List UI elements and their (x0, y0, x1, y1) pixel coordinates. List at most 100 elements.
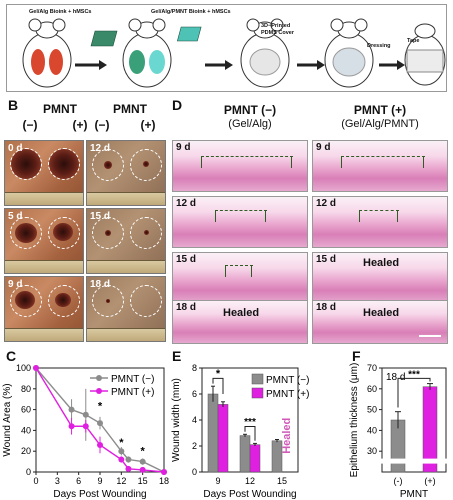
significance-bracket (397, 377, 431, 408)
panel-label-d: D (172, 97, 183, 113)
significance-marker: *** (408, 369, 420, 380)
chart-c: 0 20 40 60 80 100 0 3 6 9 12 15 18 Days Post Wounding… (2, 363, 169, 500)
pos-label: (+) (140, 118, 156, 132)
x-tick-label: 12 (245, 476, 255, 486)
ruler (87, 192, 165, 205)
chart-f: 30 40 50 60 70 18 d (-) (+) *** PMNT Epithelium th… (349, 363, 450, 500)
data-point (82, 411, 89, 418)
day-label: 18 d (176, 302, 197, 313)
x-tick-label: 18 (159, 476, 169, 486)
step-label: Tape (407, 38, 420, 44)
significance-marker: *** (244, 417, 256, 428)
healed-label: Healed (281, 418, 293, 454)
legend-label: PMNT (−) (266, 375, 309, 386)
data-point (68, 406, 75, 413)
col-subtitle: (Gel/Alg) (228, 118, 272, 130)
legend-marker (96, 388, 102, 394)
y-tick-label: 40 (367, 425, 377, 435)
x-axis-label: Days Post Wounding (203, 489, 296, 500)
histology-image: 9 d (172, 140, 308, 192)
y-tick-label: 0 (26, 467, 31, 477)
data-point (97, 420, 103, 427)
step-label: Gel/Alg/PMNT Bioink + hMSCs (151, 9, 231, 15)
step-label: Gel/Alg Bioink + hMSCs (29, 9, 92, 15)
col-subtitle: (Gel/Alg/PMNT) (341, 118, 419, 130)
pmnt-header: PMNT (43, 102, 77, 116)
mouse-icon (22, 18, 72, 88)
day-label: 15 d (90, 211, 111, 222)
y-tick-label: 70 (367, 363, 377, 373)
y-tick-label: 60 (367, 384, 377, 394)
scale-bar (419, 335, 441, 337)
day-label: 15 d (176, 254, 197, 265)
legend-label: PMNT (−) (111, 374, 154, 385)
day-label: 5 d (8, 211, 23, 222)
data-point (33, 365, 39, 371)
significance-marker: * (98, 401, 103, 413)
y-axis-label: Epithelium thickness (μm) (349, 363, 360, 478)
y-tick-label: 8 (192, 363, 197, 373)
y-tick-label: 100 (16, 363, 31, 373)
histology-image: 12 d (172, 196, 308, 248)
data-point (68, 423, 75, 430)
data-point (118, 448, 125, 455)
y-tick-label: 20 (21, 446, 31, 456)
pmnt-header: PMNT (113, 102, 147, 116)
day-label: 12 d (90, 143, 111, 154)
x-tick-label: 9 (215, 476, 220, 486)
legend-label: PMNT (+) (111, 387, 154, 398)
day-label: 9 d (176, 142, 191, 153)
y-tick-label: 30 (367, 446, 377, 456)
y-axis-label: Wound Area (%) (2, 383, 13, 456)
ruler (87, 260, 165, 273)
panel-label-e: E (172, 348, 182, 364)
day-label: 12 d (176, 198, 197, 209)
scaffold-icon (90, 26, 202, 47)
mouse-icon (122, 18, 172, 88)
wound-photo: 12 d (86, 140, 166, 206)
significance-marker: * (119, 437, 124, 449)
x-tick-label: 6 (76, 476, 81, 486)
y-tick-label: 80 (21, 384, 31, 394)
x-tick-label: 0 (33, 476, 38, 486)
col-title: PMNT (+) (353, 103, 407, 117)
x-tick-label: 3 (55, 476, 60, 486)
day-label: 18 d (316, 302, 337, 313)
significance-bracket (212, 377, 224, 394)
data-point (125, 465, 132, 472)
histology-image: 9 d (312, 140, 448, 192)
chart-title: 18 d (386, 372, 405, 383)
panel-a-schematic: Gel/Alg Bioink + hMSCs Gel/Alg/PMNT Bioi… (6, 4, 447, 92)
ruler (5, 260, 83, 273)
x-tick-label: (-) (394, 476, 403, 486)
mouse-icon (404, 23, 446, 86)
ruler (5, 192, 83, 205)
bar (207, 393, 219, 473)
bar (239, 435, 251, 473)
wound-photo: 9 d (4, 276, 84, 342)
panel-label-f: F (352, 348, 361, 364)
healed-label: Healed (363, 257, 400, 269)
day-label: 9 d (316, 142, 331, 153)
data-point (161, 469, 167, 475)
ruler (87, 328, 165, 341)
data-point (125, 456, 132, 463)
legend-label: PMNT (+) (266, 389, 309, 400)
legend-swatch (251, 373, 264, 385)
day-label: 15 d (316, 254, 337, 265)
day-label: 12 d (316, 198, 337, 209)
col-title: PMNT (−) (223, 103, 277, 117)
day-label: 0 d (8, 143, 23, 154)
x-axis-label: Days Post Wounding (53, 489, 146, 500)
day-label: 9 d (8, 279, 23, 290)
plot-frame (381, 367, 447, 473)
healed-label: Healed (363, 307, 400, 319)
wound-photo: 15 d (86, 208, 166, 274)
x-tick-label: 15 (277, 476, 287, 486)
x-tick-label: (+) (424, 476, 435, 486)
schematic-drawing (22, 18, 446, 88)
significance-bracket (244, 426, 256, 441)
x-tick-label: 15 (138, 476, 148, 486)
histology-image: 15 d Healed (312, 252, 448, 304)
neg-label: (−) (94, 118, 110, 132)
